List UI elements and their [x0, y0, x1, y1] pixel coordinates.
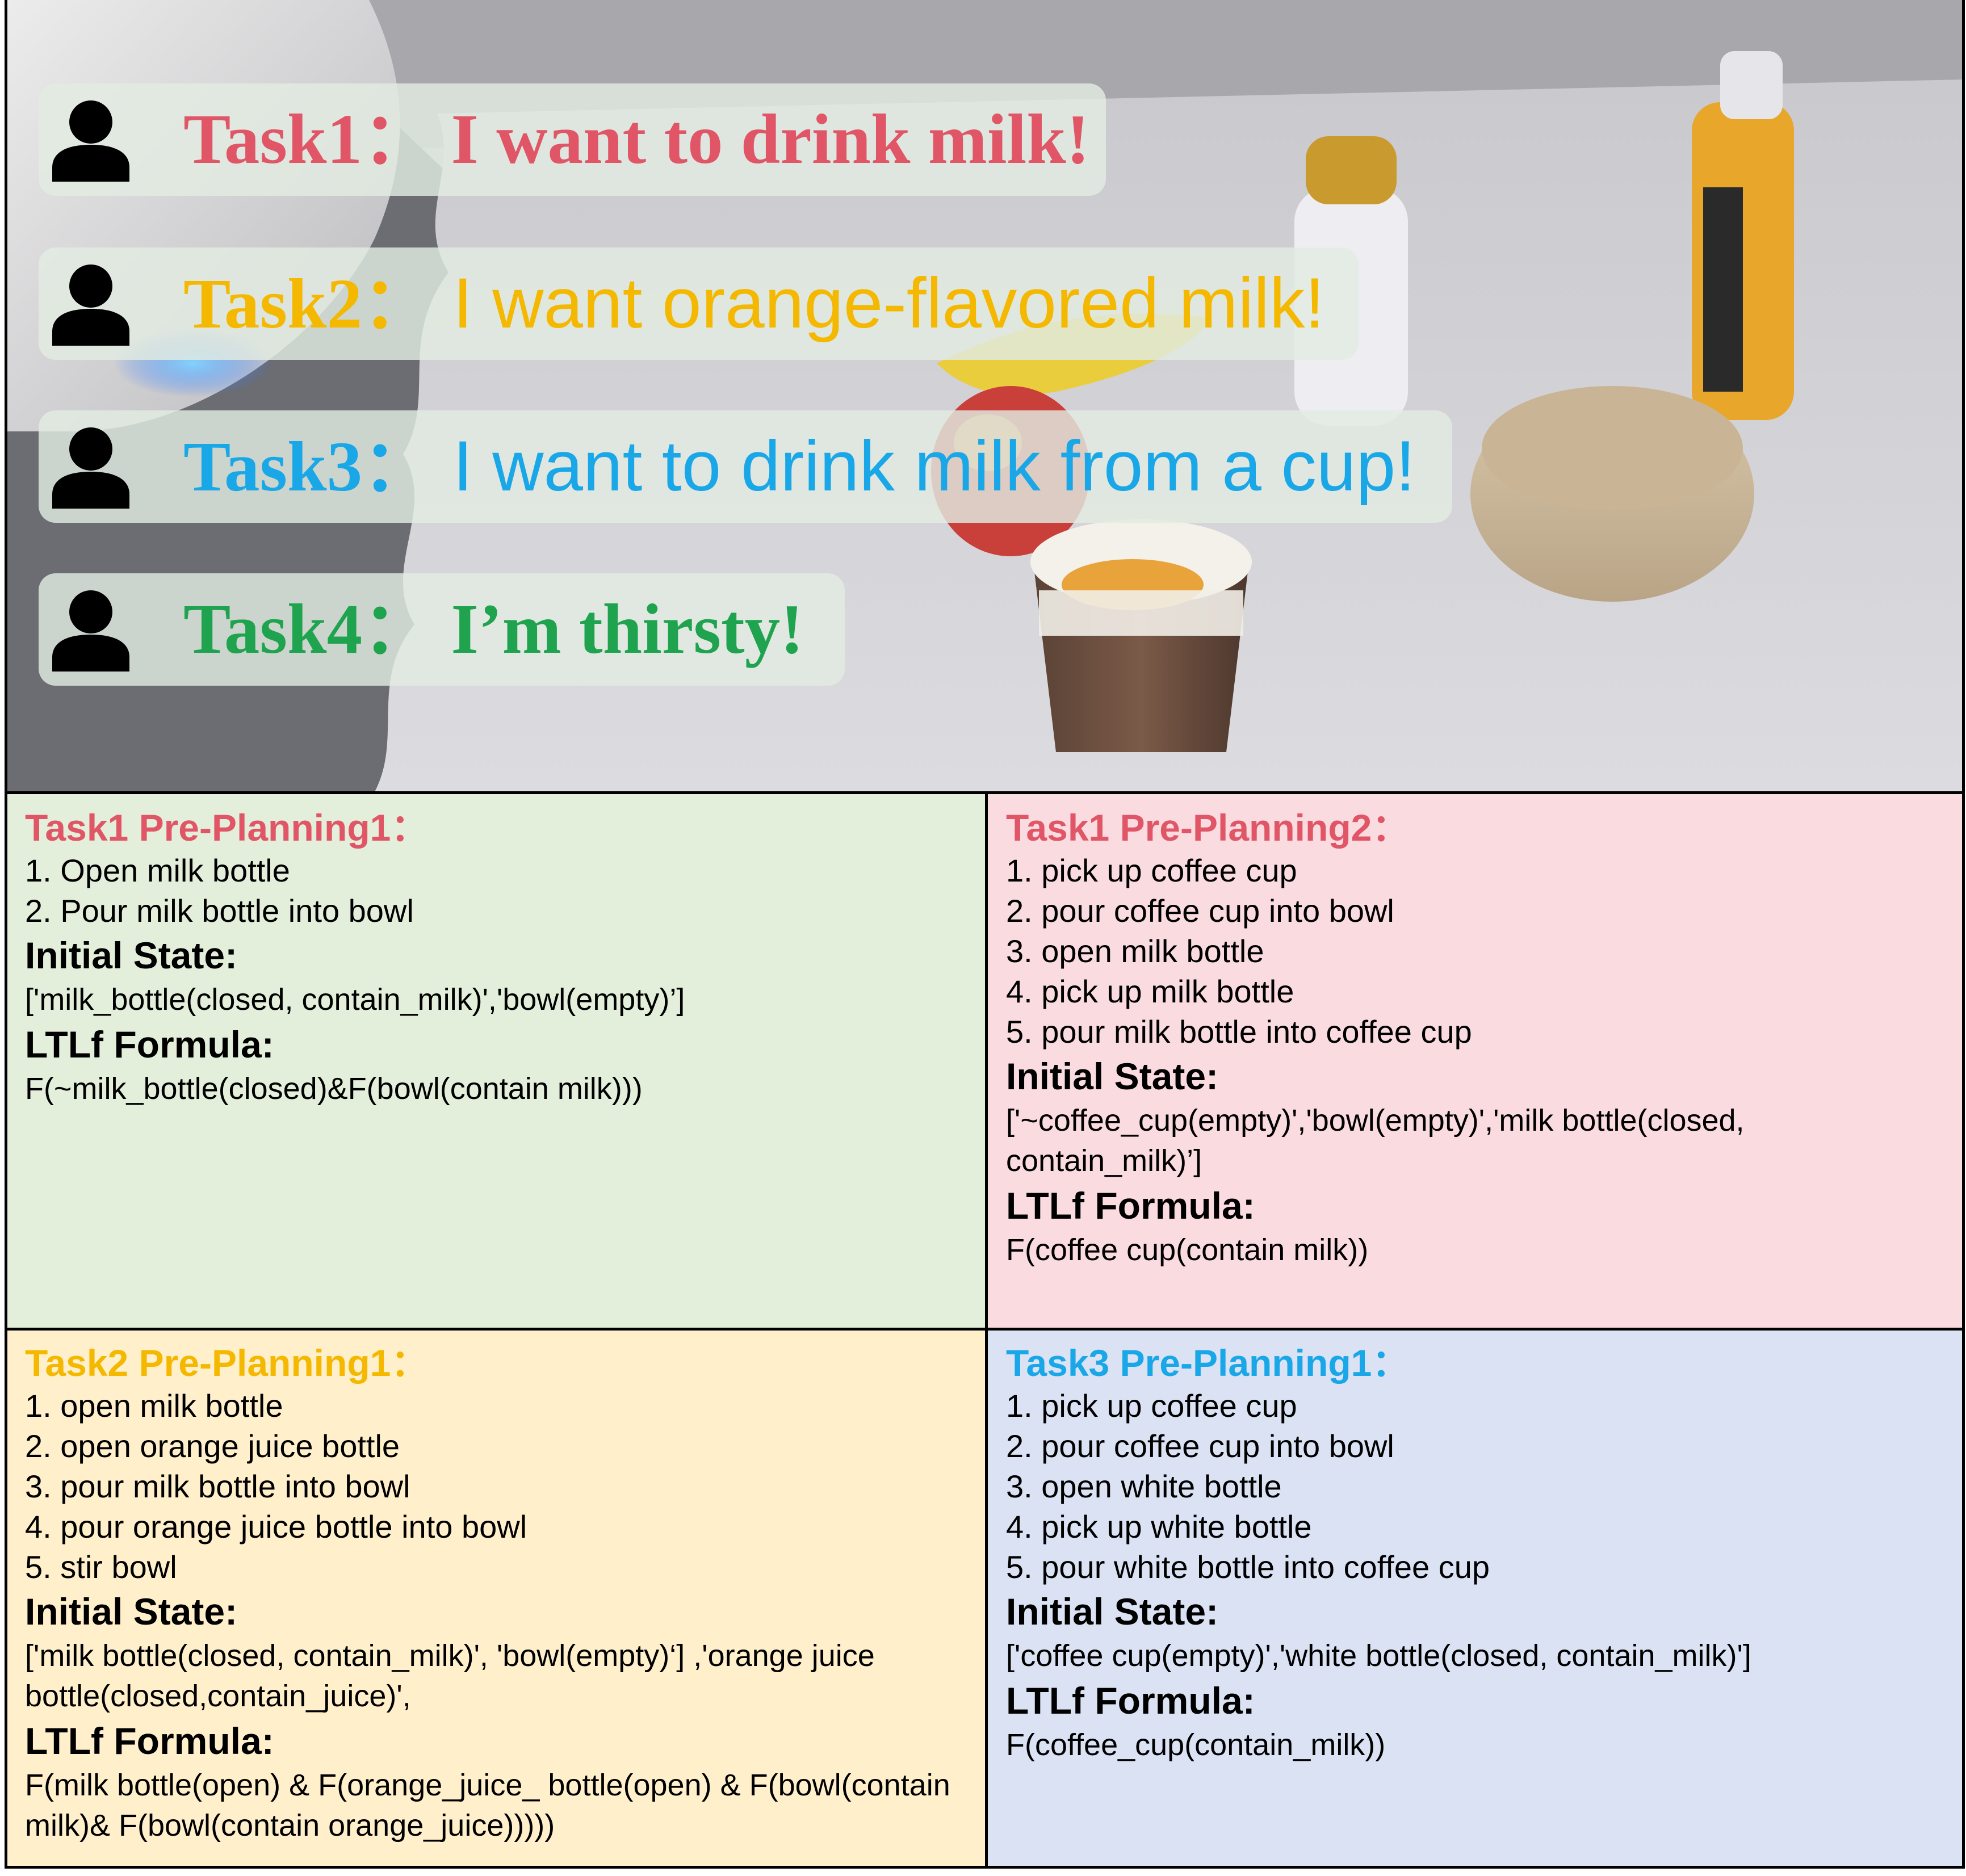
plan-step: 2. open orange juice bottle: [25, 1428, 400, 1464]
initial-state-value: ['coffee cup(empty)','white bottle(close…: [1006, 1639, 1751, 1673]
initial-state-heading: Initial State:: [25, 934, 238, 976]
ltlf-heading: LTLf Formula:: [1006, 1185, 1255, 1227]
person-icon: [52, 590, 129, 672]
plan-step: 3. open white bottle: [1006, 1468, 1282, 1504]
scene-photo: Task1： I want to drink milk! Task2： I wa…: [6, 0, 1964, 792]
person-icon: [52, 100, 129, 182]
task1-preplanning2-panel: Task1 Pre-Planning2： 1. pick up coffee c…: [987, 794, 1964, 1329]
person-icon: [52, 427, 129, 509]
initial-state-heading: Initial State:: [1006, 1055, 1219, 1097]
plan-step: 5. stir bowl: [25, 1549, 177, 1585]
task2-bubble: Task2： I want orange-flavored milk!: [39, 247, 1359, 360]
plan-step: 4. pick up milk bottle: [1006, 973, 1294, 1009]
ltlf-formula: F(coffee cup(contain milk)): [1006, 1233, 1369, 1267]
task1-request: Task1： I want to drink milk!: [183, 83, 1090, 196]
task3-label: Task3: [183, 428, 363, 506]
panel-title: Task1 Pre-Planning1：: [25, 807, 429, 849]
task1-label: Task1: [183, 100, 363, 179]
initial-state-value: ['~coffee_cup(empty)','bowl(empty)','mil…: [1006, 1103, 1745, 1178]
plan-step: 1. open milk bottle: [25, 1388, 283, 1424]
task4-bubble: Task4： I’m thirsty!: [39, 573, 845, 686]
plan-step: 3. pour milk bottle into bowl: [25, 1468, 410, 1504]
task2-preplanning1-panel: Task2 Pre-Planning1： 1. open milk bottle…: [6, 1329, 987, 1867]
task1-bubble: Task1： I want to drink milk!: [39, 83, 1106, 196]
initial-state-value: ['milk bottle(closed, contain_milk)', 'b…: [25, 1639, 875, 1713]
ltlf-heading: LTLf Formula:: [1006, 1680, 1255, 1722]
plan-step: 4. pour orange juice bottle into bowl: [25, 1509, 527, 1545]
ltlf-heading: LTLf Formula:: [25, 1023, 274, 1065]
task3-text: I want to drink milk from a cup!: [452, 427, 1415, 506]
plan-step: 1. pick up coffee cup: [1006, 853, 1297, 888]
plan-step: 2. pour coffee cup into bowl: [1006, 1428, 1394, 1464]
initial-state-heading: Initial State:: [1006, 1590, 1219, 1632]
plan-step: 5. pour white bottle into coffee cup: [1006, 1549, 1490, 1585]
task1-text: I want to drink milk!: [451, 100, 1090, 179]
task3-request: Task3： I want to drink milk from a cup!: [183, 410, 1415, 523]
task3-bubble: Task3： I want to drink milk from a cup!: [39, 410, 1452, 523]
ltlf-formula: F(milk bottle(open) & F(orange_juice_ bo…: [25, 1768, 950, 1843]
task2-separator: ：: [362, 265, 434, 343]
task4-label: Task4: [183, 590, 363, 669]
plan-step: 1. Open milk bottle: [25, 853, 290, 888]
ltlf-formula: F(~milk_bottle(closed)&F(bowl(contain mi…: [25, 1072, 643, 1106]
divider: [985, 791, 988, 1869]
initial-state-value: ['milk_bottle(closed, contain_milk)','bo…: [25, 983, 685, 1017]
plan-step: 2. pour coffee cup into bowl: [1006, 893, 1394, 929]
task4-separator: ：: [362, 590, 434, 669]
task4-text: I’m thirsty!: [451, 590, 804, 669]
person-icon: [52, 265, 129, 346]
plan-step: 5. pour milk bottle into coffee cup: [1006, 1014, 1472, 1050]
plan-step: 3. open milk bottle: [1006, 933, 1264, 969]
divider: [1962, 0, 1965, 1869]
task3-separator: ：: [362, 428, 434, 506]
panel-title: Task2 Pre-Planning1：: [25, 1342, 429, 1384]
task1-preplanning1-panel: Task1 Pre-Planning1： 1. Open milk bottle…: [6, 794, 987, 1329]
initial-state-heading: Initial State:: [25, 1590, 238, 1632]
task1-separator: ：: [362, 100, 434, 179]
task4-request: Task4： I’m thirsty!: [183, 573, 804, 686]
plan-step: 2. Pour milk bottle into bowl: [25, 893, 414, 929]
task2-text: I want orange-flavored milk!: [452, 264, 1325, 343]
ltlf-formula: F(coffee_cup(contain_milk)): [1006, 1728, 1386, 1762]
panel-title: Task1 Pre-Planning2：: [1006, 807, 1410, 849]
task3-preplanning1-panel: Task3 Pre-Planning1： 1. pick up coffee c…: [987, 1329, 1964, 1867]
panel-title: Task3 Pre-Planning1：: [1006, 1342, 1410, 1384]
plan-step: 4. pick up white bottle: [1006, 1509, 1312, 1545]
divider: [5, 0, 7, 1869]
plan-step: 1. pick up coffee cup: [1006, 1388, 1297, 1424]
ltlf-heading: LTLf Formula:: [25, 1720, 274, 1762]
task2-label: Task2: [183, 265, 363, 343]
task2-request: Task2： I want orange-flavored milk!: [183, 247, 1324, 360]
